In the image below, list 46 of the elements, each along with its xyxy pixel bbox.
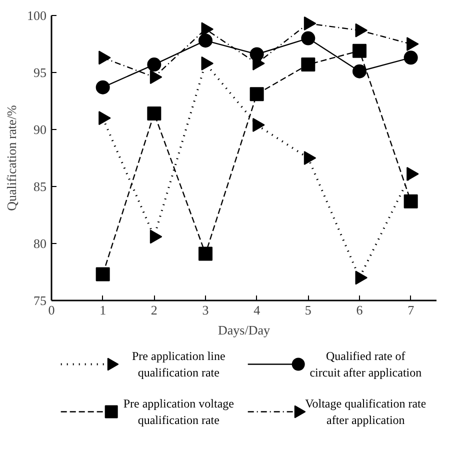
point (352, 44, 366, 58)
legend-label: Qualified rate of circuit after application (310, 348, 422, 380)
y-tick-label: 90 (34, 122, 46, 137)
x-tick-label: 3 (202, 302, 209, 318)
point (198, 246, 212, 261)
x-tick-label: 4 (254, 302, 261, 318)
point (96, 267, 110, 282)
point (198, 34, 212, 48)
point (404, 194, 418, 208)
point (406, 166, 419, 181)
x-tick-label: 1 (100, 302, 106, 318)
point (301, 31, 316, 46)
point (406, 37, 419, 51)
point (150, 70, 162, 84)
point (150, 230, 162, 244)
point (98, 111, 111, 126)
point (147, 106, 162, 121)
legend-label: Voltage qualification rate after application (305, 396, 426, 428)
point (304, 16, 316, 30)
point (147, 58, 162, 72)
x-tick-label: 6 (356, 302, 364, 318)
x-tick-label: 0 (48, 302, 55, 318)
x-tick-label: 7 (408, 302, 415, 318)
y-tick-label: 85 (34, 179, 46, 194)
x-axis-title: Days/Day (218, 322, 270, 338)
point (252, 118, 265, 132)
point (201, 22, 214, 36)
y-tick-label: 100 (27, 8, 46, 23)
y-tick-label: 95 (34, 65, 46, 80)
point (201, 56, 214, 70)
point (301, 58, 316, 72)
x-tick-label: 2 (150, 302, 158, 318)
point (355, 23, 368, 38)
y-axis-title: Qualification rate/% (4, 104, 19, 211)
legend-label: Pre application voltage qualification rate (123, 396, 234, 428)
point (355, 270, 368, 285)
point (250, 87, 264, 102)
x-tick-label: 5 (304, 302, 312, 318)
point (352, 64, 366, 78)
y-tick-label: 75 (34, 293, 46, 308)
point (404, 50, 418, 65)
point (96, 80, 110, 94)
point (304, 151, 316, 165)
y-tick-label: 80 (34, 236, 46, 251)
point (98, 50, 111, 65)
legend-label: Pre application line qualification rate (132, 348, 226, 380)
